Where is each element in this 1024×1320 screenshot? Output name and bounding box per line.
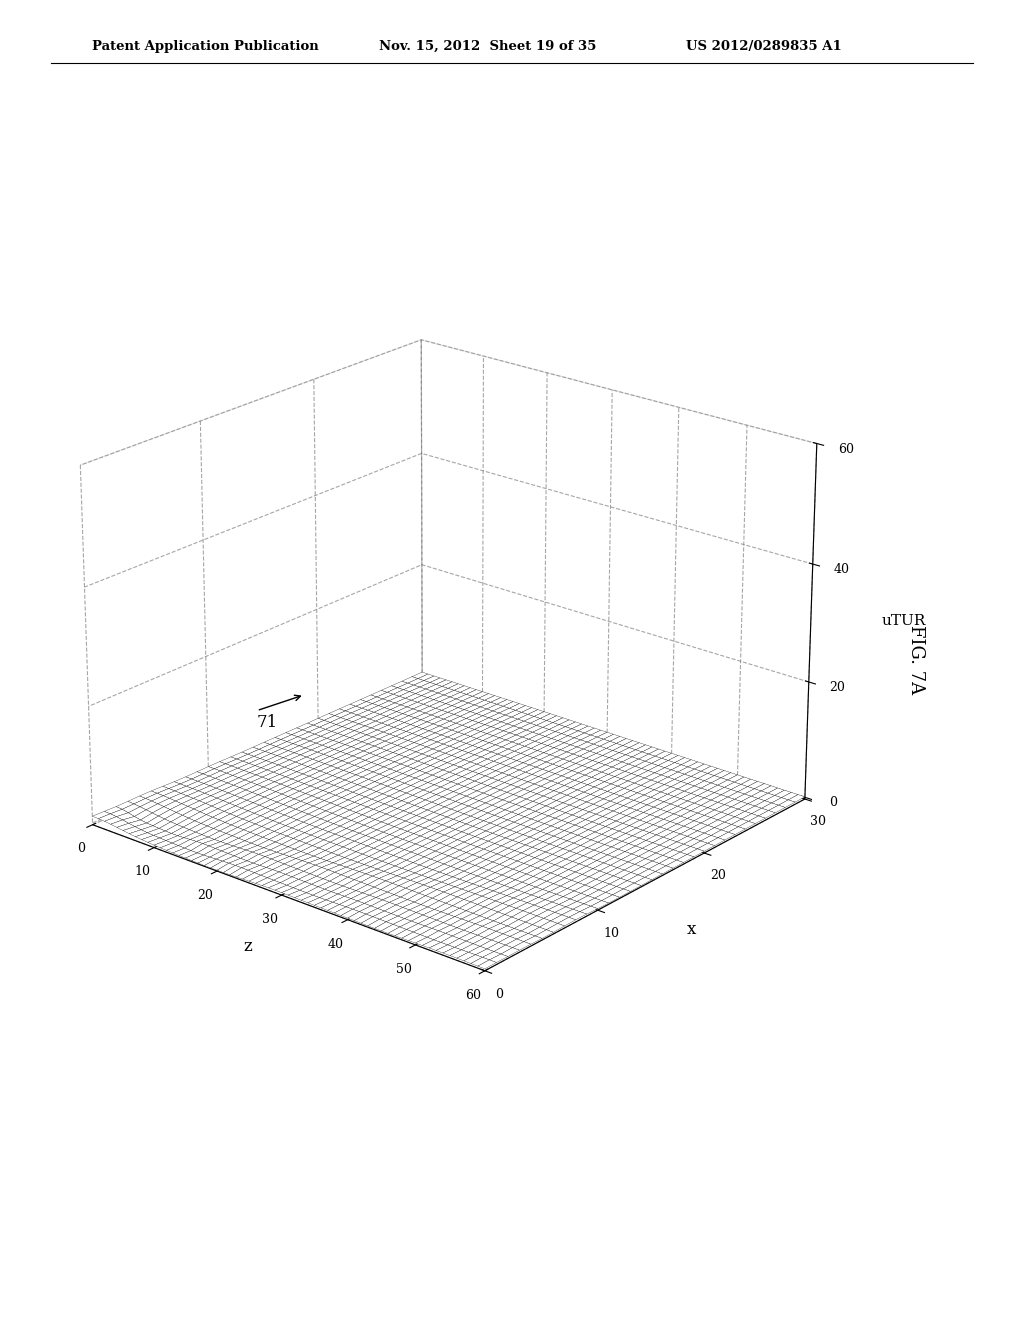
Text: Patent Application Publication: Patent Application Publication	[92, 40, 318, 53]
Text: US 2012/0289835 A1: US 2012/0289835 A1	[686, 40, 842, 53]
Text: 71: 71	[257, 714, 278, 731]
Y-axis label: x: x	[687, 921, 696, 939]
Text: FIG. 7A: FIG. 7A	[907, 626, 926, 694]
X-axis label: z: z	[244, 939, 252, 956]
Text: Nov. 15, 2012  Sheet 19 of 35: Nov. 15, 2012 Sheet 19 of 35	[379, 40, 596, 53]
